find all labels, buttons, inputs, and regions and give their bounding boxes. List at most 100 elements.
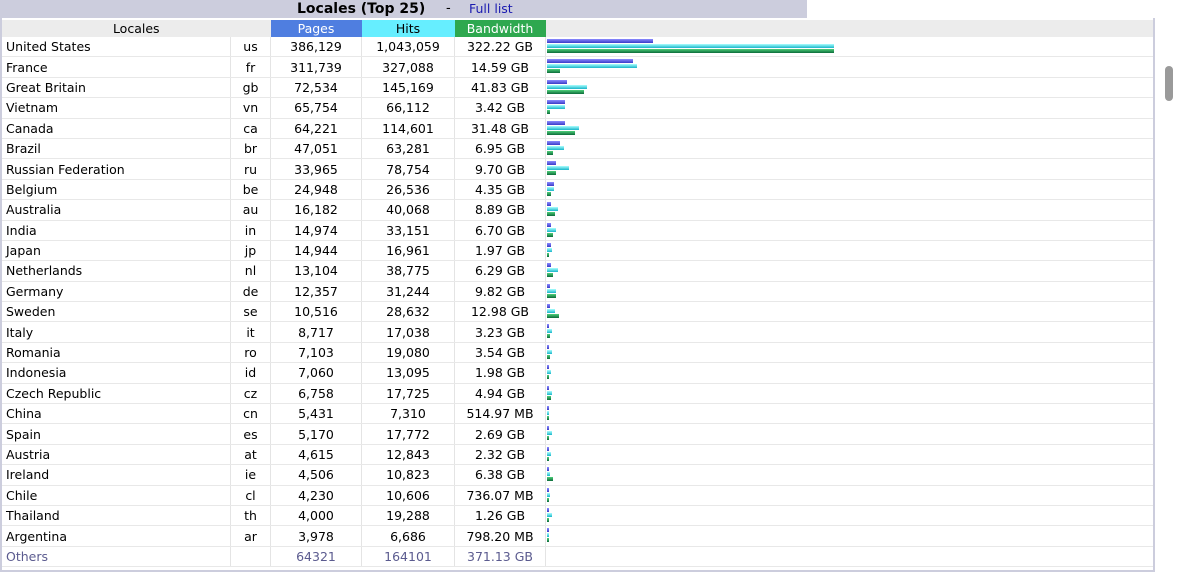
locale-code: se [230, 301, 271, 323]
locale-code: in [230, 220, 271, 241]
bandwidth-bar [547, 416, 549, 421]
locale-name: Germany [2, 281, 231, 303]
bandwidth-bar [547, 497, 549, 502]
hits-bar [547, 84, 587, 89]
locale-code: au [230, 199, 271, 221]
table-row: Belgium be 24,948 26,536 4.35 GB [2, 179, 1153, 201]
pages-value: 72,534 [270, 77, 362, 99]
bandwidth-value: 6.29 GB [454, 260, 546, 282]
locale-name: Russian Federation [2, 158, 231, 180]
others-row: Others 64321 164101 371.13 GB [2, 546, 1153, 568]
locale-name: Thailand [2, 505, 231, 527]
bandwidth-bar [547, 293, 556, 298]
locale-name: Spain [2, 423, 231, 445]
table-row: Ireland ie 4,506 10,823 6.38 GB [2, 464, 1153, 486]
hits-bar [547, 44, 834, 48]
hits-value: 17,772 [361, 423, 455, 445]
table-row: Romania ro 7,103 19,080 3.54 GB [2, 342, 1153, 364]
pages-value: 65,754 [270, 97, 362, 119]
hits-bar [547, 431, 552, 436]
bar-graph-cell [545, 383, 1153, 405]
hits-value: 13,095 [361, 362, 455, 384]
column-header-bandwidth: Bandwidth [454, 20, 546, 37]
table-row: Indonesia id 7,060 13,095 1.98 GB [2, 362, 1153, 384]
scrollbar-thumb[interactable] [1165, 66, 1173, 101]
pages-bar [547, 467, 549, 472]
locale-name: Sweden [2, 301, 231, 323]
table-row: Vietnam vn 65,754 66,112 3.42 GB [2, 97, 1153, 119]
locale-code: ar [230, 525, 271, 547]
locale-name: Canada [2, 118, 231, 139]
bar-graph-cell [545, 321, 1153, 343]
table-row: Thailand th 4,000 19,288 1.26 GB [2, 505, 1153, 527]
bar-graph-cell [545, 179, 1153, 201]
locale-code: cz [230, 383, 271, 405]
pages-value: 7,060 [270, 362, 362, 384]
table-row: Great Britain gb 72,534 145,169 41.83 GB [2, 77, 1153, 99]
hits-value: 12,843 [361, 444, 455, 466]
locale-code: it [230, 321, 271, 343]
hits-bar [547, 451, 551, 456]
others-graph-cell [545, 546, 1153, 568]
table-row: France fr 311,739 327,088 14.59 GB [2, 56, 1153, 78]
table-row: Spain es 5,170 17,772 2.69 GB [2, 423, 1153, 445]
pages-bar [547, 242, 551, 247]
pages-value: 4,230 [270, 485, 362, 506]
locale-name: Australia [2, 199, 231, 221]
locale-name: Great Britain [2, 77, 231, 99]
locale-name: Chile [2, 485, 231, 506]
hits-value: 10,823 [361, 464, 455, 486]
bandwidth-bar [547, 212, 555, 217]
bar-graph-cell [545, 505, 1153, 527]
pages-bar [547, 59, 633, 64]
pages-value: 3,978 [270, 525, 362, 547]
bar-graph-cell [545, 77, 1153, 99]
bar-graph-cell [545, 301, 1153, 323]
pages-value: 47,051 [270, 138, 362, 160]
pages-value: 64,221 [270, 118, 362, 139]
hits-bar [547, 492, 550, 497]
hits-value: 26,536 [361, 179, 455, 201]
section-title: Locales (Top 25) [297, 1, 426, 17]
pages-bar [547, 385, 549, 390]
bandwidth-bar [547, 232, 553, 237]
hits-value: 10,606 [361, 485, 455, 506]
hits-value: 33,151 [361, 220, 455, 241]
locales-panel: Locales Pages Hits Bandwidth United Stat… [0, 18, 1155, 572]
locale-code: cl [230, 485, 271, 506]
hits-bar [547, 268, 558, 273]
pages-bar [547, 161, 556, 166]
locale-code: fr [230, 56, 271, 78]
locale-name: Romania [2, 342, 231, 364]
bandwidth-value: 3.23 GB [454, 321, 546, 343]
hits-value: 28,632 [361, 301, 455, 323]
hits-bar [547, 227, 556, 232]
locale-name: United States [2, 37, 231, 58]
pages-value: 10,516 [270, 301, 362, 323]
table-row: United States us 386,129 1,043,059 322.22 GB [2, 37, 1153, 58]
section-title-bar: Locales (Top 25) - Full list [0, 0, 807, 18]
hits-bar [547, 64, 637, 69]
full-list-link[interactable]: Full list [469, 1, 513, 16]
pages-value: 4,615 [270, 444, 362, 466]
hits-value: 327,088 [361, 56, 455, 78]
pages-bar [547, 446, 549, 451]
hits-bar [547, 512, 552, 517]
bandwidth-value: 1.97 GB [454, 240, 546, 262]
hits-bar [547, 349, 552, 354]
bar-graph-cell [545, 362, 1153, 384]
locale-name: Belgium [2, 179, 231, 201]
hits-value: 1,043,059 [361, 37, 455, 58]
bar-graph-cell [545, 220, 1153, 241]
pages-bar [547, 181, 554, 186]
bar-graph-cell [545, 56, 1153, 78]
bandwidth-bar [547, 314, 559, 319]
pages-bar [547, 222, 551, 227]
pages-value: 33,965 [270, 158, 362, 180]
others-hits: 164101 [361, 546, 455, 568]
bandwidth-value: 4.94 GB [454, 383, 546, 405]
pages-value: 8,717 [270, 321, 362, 343]
hits-value: 6,686 [361, 525, 455, 547]
locale-name: Ireland [2, 464, 231, 486]
bar-graph-cell [545, 281, 1153, 303]
